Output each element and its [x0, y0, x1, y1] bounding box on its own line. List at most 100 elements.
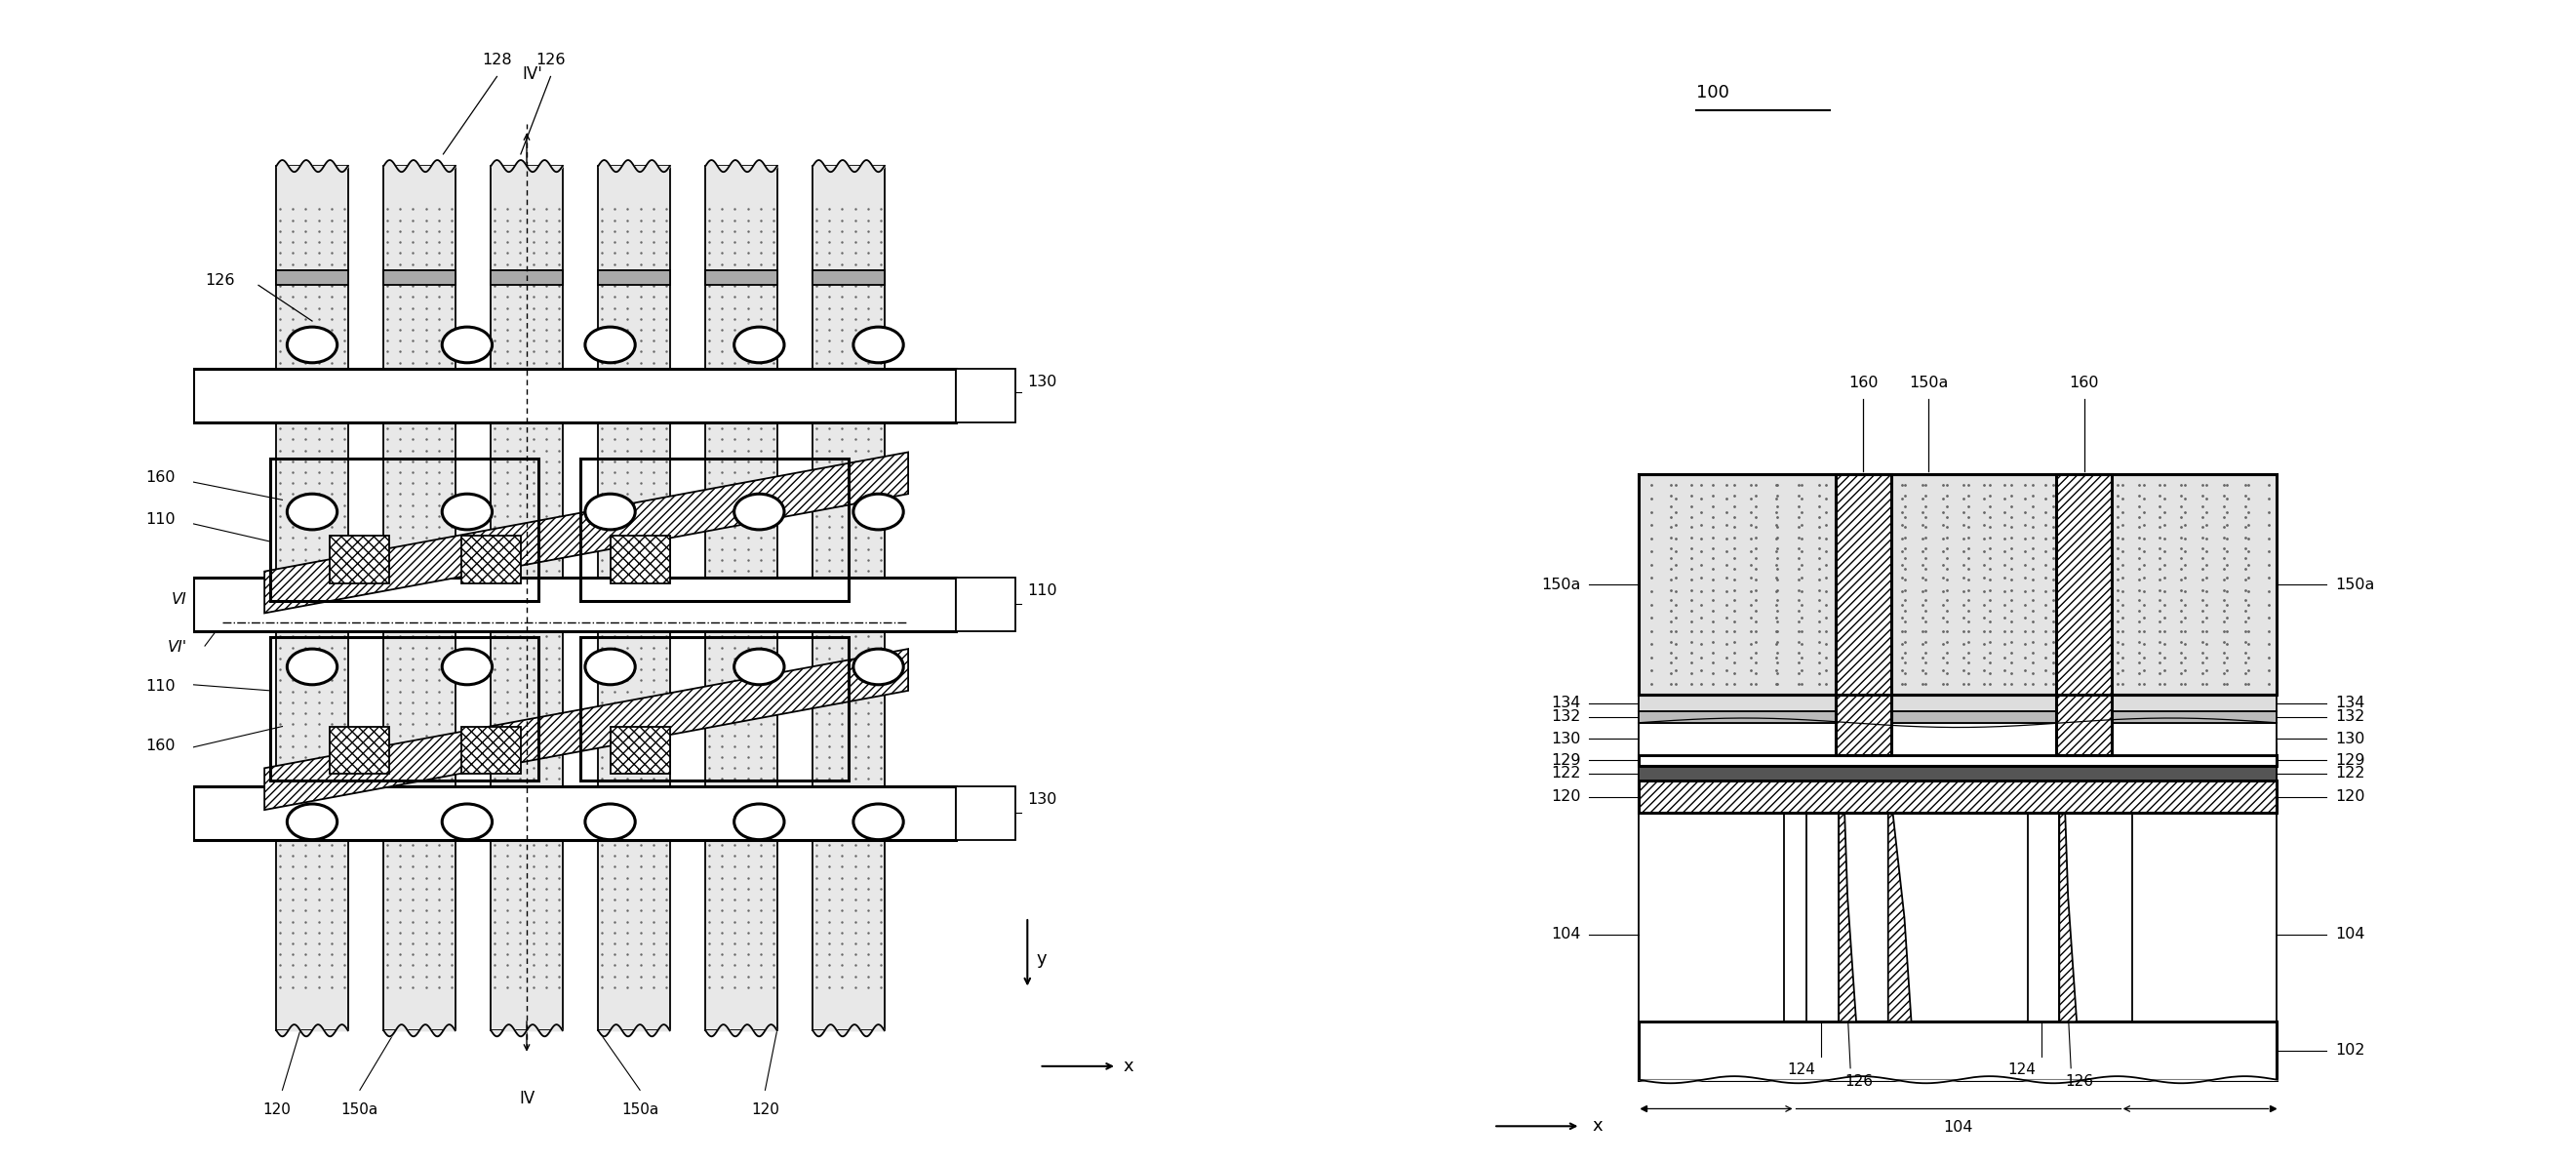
- Text: 124: 124: [2007, 1062, 2035, 1077]
- Ellipse shape: [443, 493, 492, 529]
- Text: 120: 120: [1551, 789, 1582, 805]
- Bar: [580, 637, 848, 780]
- Bar: [956, 786, 1015, 839]
- Text: 150a: 150a: [1909, 375, 1947, 390]
- Ellipse shape: [585, 803, 636, 839]
- Ellipse shape: [585, 649, 636, 685]
- Bar: [330, 535, 389, 583]
- Bar: [384, 271, 456, 286]
- Ellipse shape: [585, 327, 636, 362]
- Ellipse shape: [286, 649, 337, 685]
- Bar: [2027, 813, 2058, 1022]
- Text: 102: 102: [2334, 1044, 2365, 1058]
- Text: 122: 122: [2334, 766, 2365, 781]
- Text: 130: 130: [1028, 792, 1056, 807]
- Bar: [270, 459, 538, 601]
- Text: 132: 132: [1551, 709, 1582, 724]
- Bar: [193, 369, 956, 423]
- Bar: [193, 786, 956, 839]
- Bar: [193, 577, 956, 632]
- Text: x: x: [1592, 1117, 1602, 1135]
- Bar: [1638, 743, 1783, 1022]
- Bar: [956, 577, 1015, 632]
- Text: 104: 104: [1942, 1120, 1973, 1135]
- Ellipse shape: [443, 649, 492, 685]
- Text: 128: 128: [482, 53, 513, 67]
- Text: 129: 129: [2334, 753, 2365, 767]
- Text: 126: 126: [536, 53, 564, 67]
- Bar: [814, 166, 884, 1031]
- Text: 100: 100: [1698, 84, 1728, 102]
- Text: 126: 126: [2066, 1074, 2094, 1089]
- Ellipse shape: [734, 493, 783, 529]
- Bar: [1638, 711, 2277, 722]
- Ellipse shape: [734, 803, 783, 839]
- Ellipse shape: [286, 493, 337, 529]
- Bar: [814, 271, 884, 286]
- Text: 110: 110: [144, 512, 175, 527]
- Bar: [956, 369, 1015, 423]
- Text: 150a: 150a: [2334, 577, 2375, 592]
- Ellipse shape: [734, 327, 783, 362]
- Ellipse shape: [734, 649, 783, 685]
- Text: y: y: [1036, 950, 1046, 968]
- Bar: [461, 535, 520, 583]
- Bar: [492, 271, 562, 286]
- Text: 134: 134: [2334, 695, 2365, 711]
- Bar: [330, 727, 389, 774]
- Text: 104: 104: [2334, 928, 2365, 942]
- Text: VI: VI: [173, 592, 188, 607]
- Text: 130: 130: [2334, 731, 2365, 747]
- Ellipse shape: [286, 803, 337, 839]
- Polygon shape: [1839, 813, 1857, 1022]
- Bar: [270, 637, 538, 780]
- Text: 124: 124: [1788, 1062, 1816, 1077]
- Text: 160: 160: [2069, 375, 2099, 390]
- Bar: [1638, 694, 2277, 711]
- Text: 130: 130: [1551, 731, 1582, 747]
- Ellipse shape: [853, 493, 904, 529]
- Text: 126: 126: [206, 274, 234, 288]
- Bar: [384, 166, 456, 1031]
- Bar: [2056, 474, 2112, 755]
- Text: VI': VI': [167, 640, 188, 655]
- Polygon shape: [2058, 813, 2076, 1022]
- Bar: [611, 727, 670, 774]
- Bar: [276, 271, 348, 286]
- Text: IV': IV': [523, 65, 544, 82]
- Text: x: x: [1123, 1058, 1133, 1075]
- Text: 110: 110: [144, 679, 175, 693]
- Ellipse shape: [585, 493, 636, 529]
- Text: 120: 120: [263, 1102, 291, 1117]
- Bar: [461, 727, 520, 774]
- Text: 120: 120: [2334, 789, 2365, 805]
- Polygon shape: [265, 649, 909, 810]
- Bar: [2058, 722, 2112, 755]
- Polygon shape: [265, 452, 909, 613]
- Bar: [1806, 813, 1839, 1022]
- Ellipse shape: [853, 803, 904, 839]
- Text: 160: 160: [144, 738, 175, 753]
- Bar: [276, 166, 348, 1031]
- Bar: [580, 459, 848, 601]
- Text: 150a: 150a: [340, 1102, 379, 1117]
- Text: 160: 160: [1850, 375, 1878, 390]
- Bar: [1638, 722, 2277, 755]
- Text: 120: 120: [752, 1102, 778, 1117]
- Bar: [1839, 722, 1891, 755]
- Polygon shape: [1888, 813, 1911, 1022]
- Text: 134: 134: [1551, 695, 1582, 711]
- Ellipse shape: [853, 327, 904, 362]
- Bar: [598, 271, 670, 286]
- Bar: [2133, 743, 2277, 1022]
- Text: 150a: 150a: [1540, 577, 1582, 592]
- Bar: [1638, 474, 2277, 694]
- Bar: [1638, 1022, 2277, 1080]
- Bar: [706, 166, 778, 1031]
- Ellipse shape: [853, 649, 904, 685]
- Bar: [611, 535, 670, 583]
- Bar: [1837, 474, 1891, 755]
- Bar: [598, 166, 670, 1031]
- Text: 122: 122: [1551, 766, 1582, 781]
- Text: IV: IV: [518, 1090, 536, 1108]
